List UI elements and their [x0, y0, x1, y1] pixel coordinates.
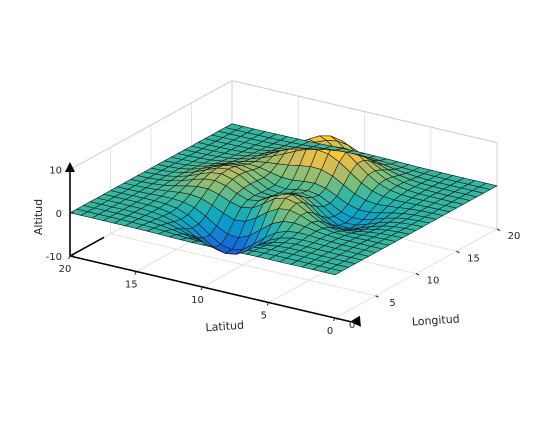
x-tick-mark	[134, 271, 137, 275]
y-axis-line	[69, 236, 105, 257]
x-tick-mark	[68, 255, 71, 260]
y-tick-label: 0	[349, 320, 355, 331]
z-axis-arrowhead	[65, 161, 75, 172]
x-tick-mark	[266, 302, 270, 306]
x-tick-mark	[200, 286, 203, 291]
y-tick-mark	[375, 295, 379, 298]
floor-grid-line	[110, 233, 376, 297]
y-axis-label: Longitud	[411, 312, 460, 328]
axis-arrows	[65, 161, 361, 327]
z-tick-label: 10	[49, 166, 62, 177]
y-tick-mark	[334, 317, 339, 320]
surface-cell	[478, 182, 498, 190]
y-tick-label: 10	[427, 276, 440, 287]
z-axis-label: Altitud	[32, 199, 45, 235]
y-tick-mark	[496, 228, 501, 231]
z-tick-label: -10	[46, 252, 62, 263]
x-axis-arrowhead	[349, 315, 361, 327]
z-tick-label: 0	[56, 209, 62, 220]
x-tick-label: 20	[59, 264, 72, 275]
x-axis-label: Latitud	[205, 319, 244, 335]
surface-mesh	[69, 123, 498, 276]
y-tick-mark	[456, 250, 460, 254]
x-tick-label: 10	[191, 295, 204, 306]
y-tick-mark	[415, 273, 420, 276]
box-edge	[231, 80, 498, 144]
y-tick-label: 5	[389, 298, 395, 309]
x-tick-label: 5	[261, 311, 267, 322]
box-edge	[69, 80, 233, 171]
x-axis-line	[69, 255, 352, 323]
x-tick-mark	[333, 317, 336, 322]
y-tick-label: 15	[467, 253, 480, 264]
y-tick-label: 20	[508, 231, 521, 242]
x-tick-label: 0	[327, 326, 333, 337]
x-tick-label: 15	[125, 280, 138, 291]
